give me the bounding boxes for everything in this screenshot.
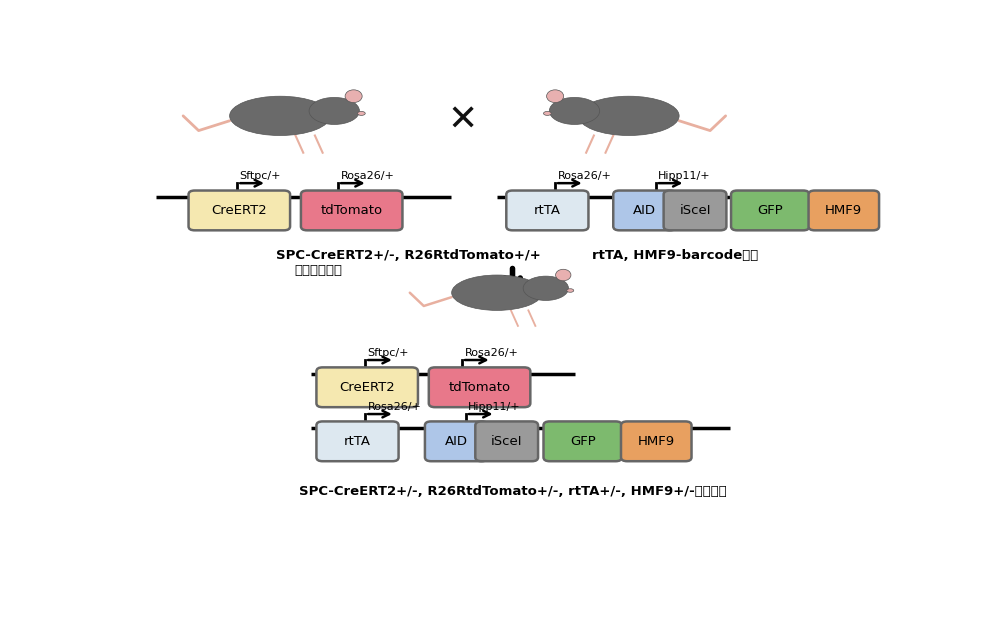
- Ellipse shape: [230, 96, 330, 135]
- FancyBboxPatch shape: [731, 191, 809, 230]
- Ellipse shape: [523, 276, 568, 300]
- Ellipse shape: [556, 269, 571, 281]
- Text: Rosa26/+: Rosa26/+: [464, 348, 518, 357]
- FancyBboxPatch shape: [664, 191, 726, 230]
- FancyBboxPatch shape: [425, 422, 488, 461]
- Text: HMF9: HMF9: [825, 204, 862, 217]
- FancyBboxPatch shape: [316, 367, 418, 407]
- Text: Hipp11/+: Hipp11/+: [658, 171, 711, 181]
- Text: GFP: GFP: [757, 204, 783, 217]
- FancyBboxPatch shape: [621, 422, 692, 461]
- Text: rtTA, HMF9-barcode小鼠: rtTA, HMF9-barcode小鼠: [592, 249, 758, 262]
- Text: tdTomato: tdTomato: [321, 204, 383, 217]
- Text: Sftpc/+: Sftpc/+: [368, 348, 409, 357]
- FancyBboxPatch shape: [506, 191, 588, 230]
- Text: rtTA: rtTA: [344, 435, 371, 448]
- FancyBboxPatch shape: [301, 191, 402, 230]
- Text: iSceI: iSceI: [679, 204, 711, 217]
- Text: Hipp11/+: Hipp11/+: [468, 401, 521, 412]
- Text: CreERT2: CreERT2: [211, 204, 267, 217]
- FancyBboxPatch shape: [316, 422, 399, 461]
- Text: 谱系追踪小鼠: 谱系追踪小鼠: [295, 264, 343, 277]
- Ellipse shape: [544, 112, 551, 115]
- Ellipse shape: [358, 112, 365, 115]
- FancyBboxPatch shape: [809, 191, 879, 230]
- FancyBboxPatch shape: [544, 422, 622, 461]
- Ellipse shape: [578, 96, 679, 135]
- Ellipse shape: [547, 90, 564, 103]
- Text: Rosa26/+: Rosa26/+: [340, 171, 394, 181]
- FancyBboxPatch shape: [613, 191, 676, 230]
- Text: Rosa26/+: Rosa26/+: [557, 171, 611, 181]
- Ellipse shape: [309, 98, 359, 124]
- Text: SPC-CreERT2+/-, R26RtdTomato+/+: SPC-CreERT2+/-, R26RtdTomato+/+: [276, 249, 541, 262]
- Ellipse shape: [567, 289, 574, 292]
- Text: Sftpc/+: Sftpc/+: [240, 171, 281, 181]
- Text: rtTA: rtTA: [534, 204, 561, 217]
- Text: Rosa26/+: Rosa26/+: [368, 401, 421, 412]
- Text: CreERT2: CreERT2: [339, 381, 395, 394]
- Text: tdTomato: tdTomato: [448, 381, 511, 394]
- Text: GFP: GFP: [570, 435, 596, 448]
- FancyBboxPatch shape: [189, 191, 290, 230]
- Ellipse shape: [452, 275, 542, 311]
- FancyBboxPatch shape: [429, 367, 530, 407]
- Ellipse shape: [549, 98, 600, 124]
- Ellipse shape: [345, 90, 362, 103]
- Text: SPC-CreERT2+/-, R26RtdTomato+/-, rtTA+/-, HMF9+/-杂合小鼠: SPC-CreERT2+/-, R26RtdTomato+/-, rtTA+/-…: [299, 485, 726, 498]
- Text: AID: AID: [633, 204, 656, 217]
- Text: HMF9: HMF9: [638, 435, 675, 448]
- Text: ✕: ✕: [447, 104, 477, 138]
- FancyBboxPatch shape: [475, 422, 538, 461]
- Text: AID: AID: [445, 435, 468, 448]
- Text: iSceI: iSceI: [491, 435, 522, 448]
